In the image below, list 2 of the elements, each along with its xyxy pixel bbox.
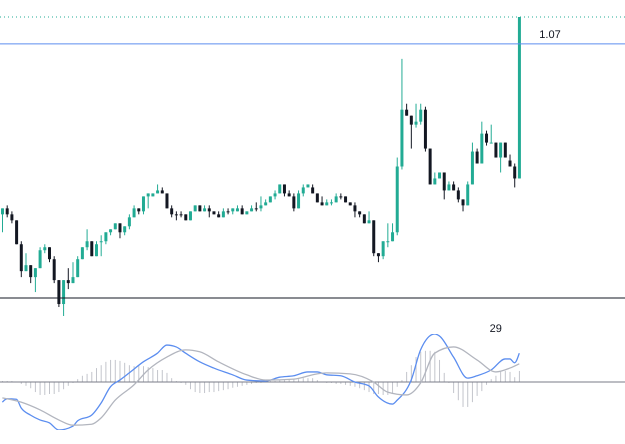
text: 1.07 [539, 28, 561, 41]
x-tick-label: 29 [490, 322, 502, 335]
